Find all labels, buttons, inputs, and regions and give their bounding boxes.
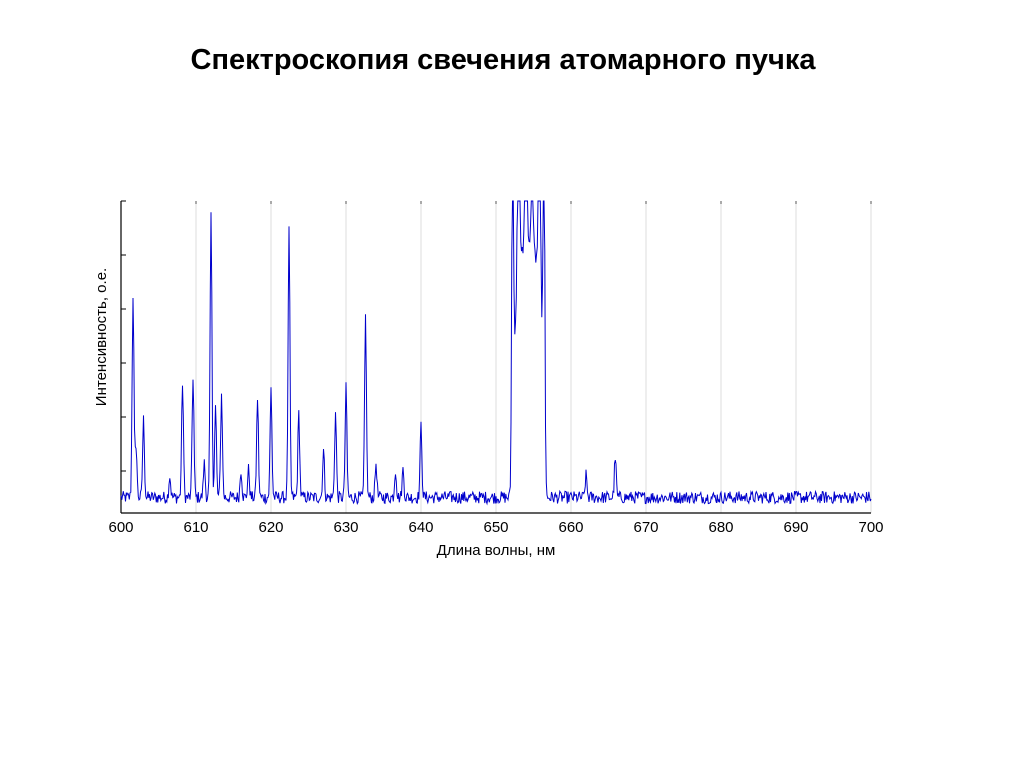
- x-tick-label: 700: [858, 519, 883, 536]
- x-tick-label: 660: [558, 519, 583, 536]
- x-tick-label: 690: [783, 519, 808, 536]
- x-tick-label: 670: [633, 519, 658, 536]
- x-tick-labels: 600 610 620 630 640 650 660 670 680 690 700: [108, 519, 883, 536]
- x-axis-label: Длина волны, нм: [437, 542, 556, 559]
- x-tick-label: 630: [333, 519, 358, 536]
- grid-lines: [120, 201, 872, 513]
- x-tick-label: 610: [183, 519, 208, 536]
- axes: [120, 200, 871, 514]
- slide-title: Спектроскопия свечения атомарного пучка: [190, 44, 816, 76]
- y-axis-label: Интенсивность, о.е.: [93, 268, 110, 406]
- x-tick-label: 600: [108, 519, 133, 536]
- x-tick-label: 640: [408, 519, 433, 536]
- spectrum-line: [120, 200, 872, 506]
- x-tick-label: 680: [708, 519, 733, 536]
- x-tick-label: 620: [258, 519, 283, 536]
- x-tick-label: 650: [483, 519, 508, 536]
